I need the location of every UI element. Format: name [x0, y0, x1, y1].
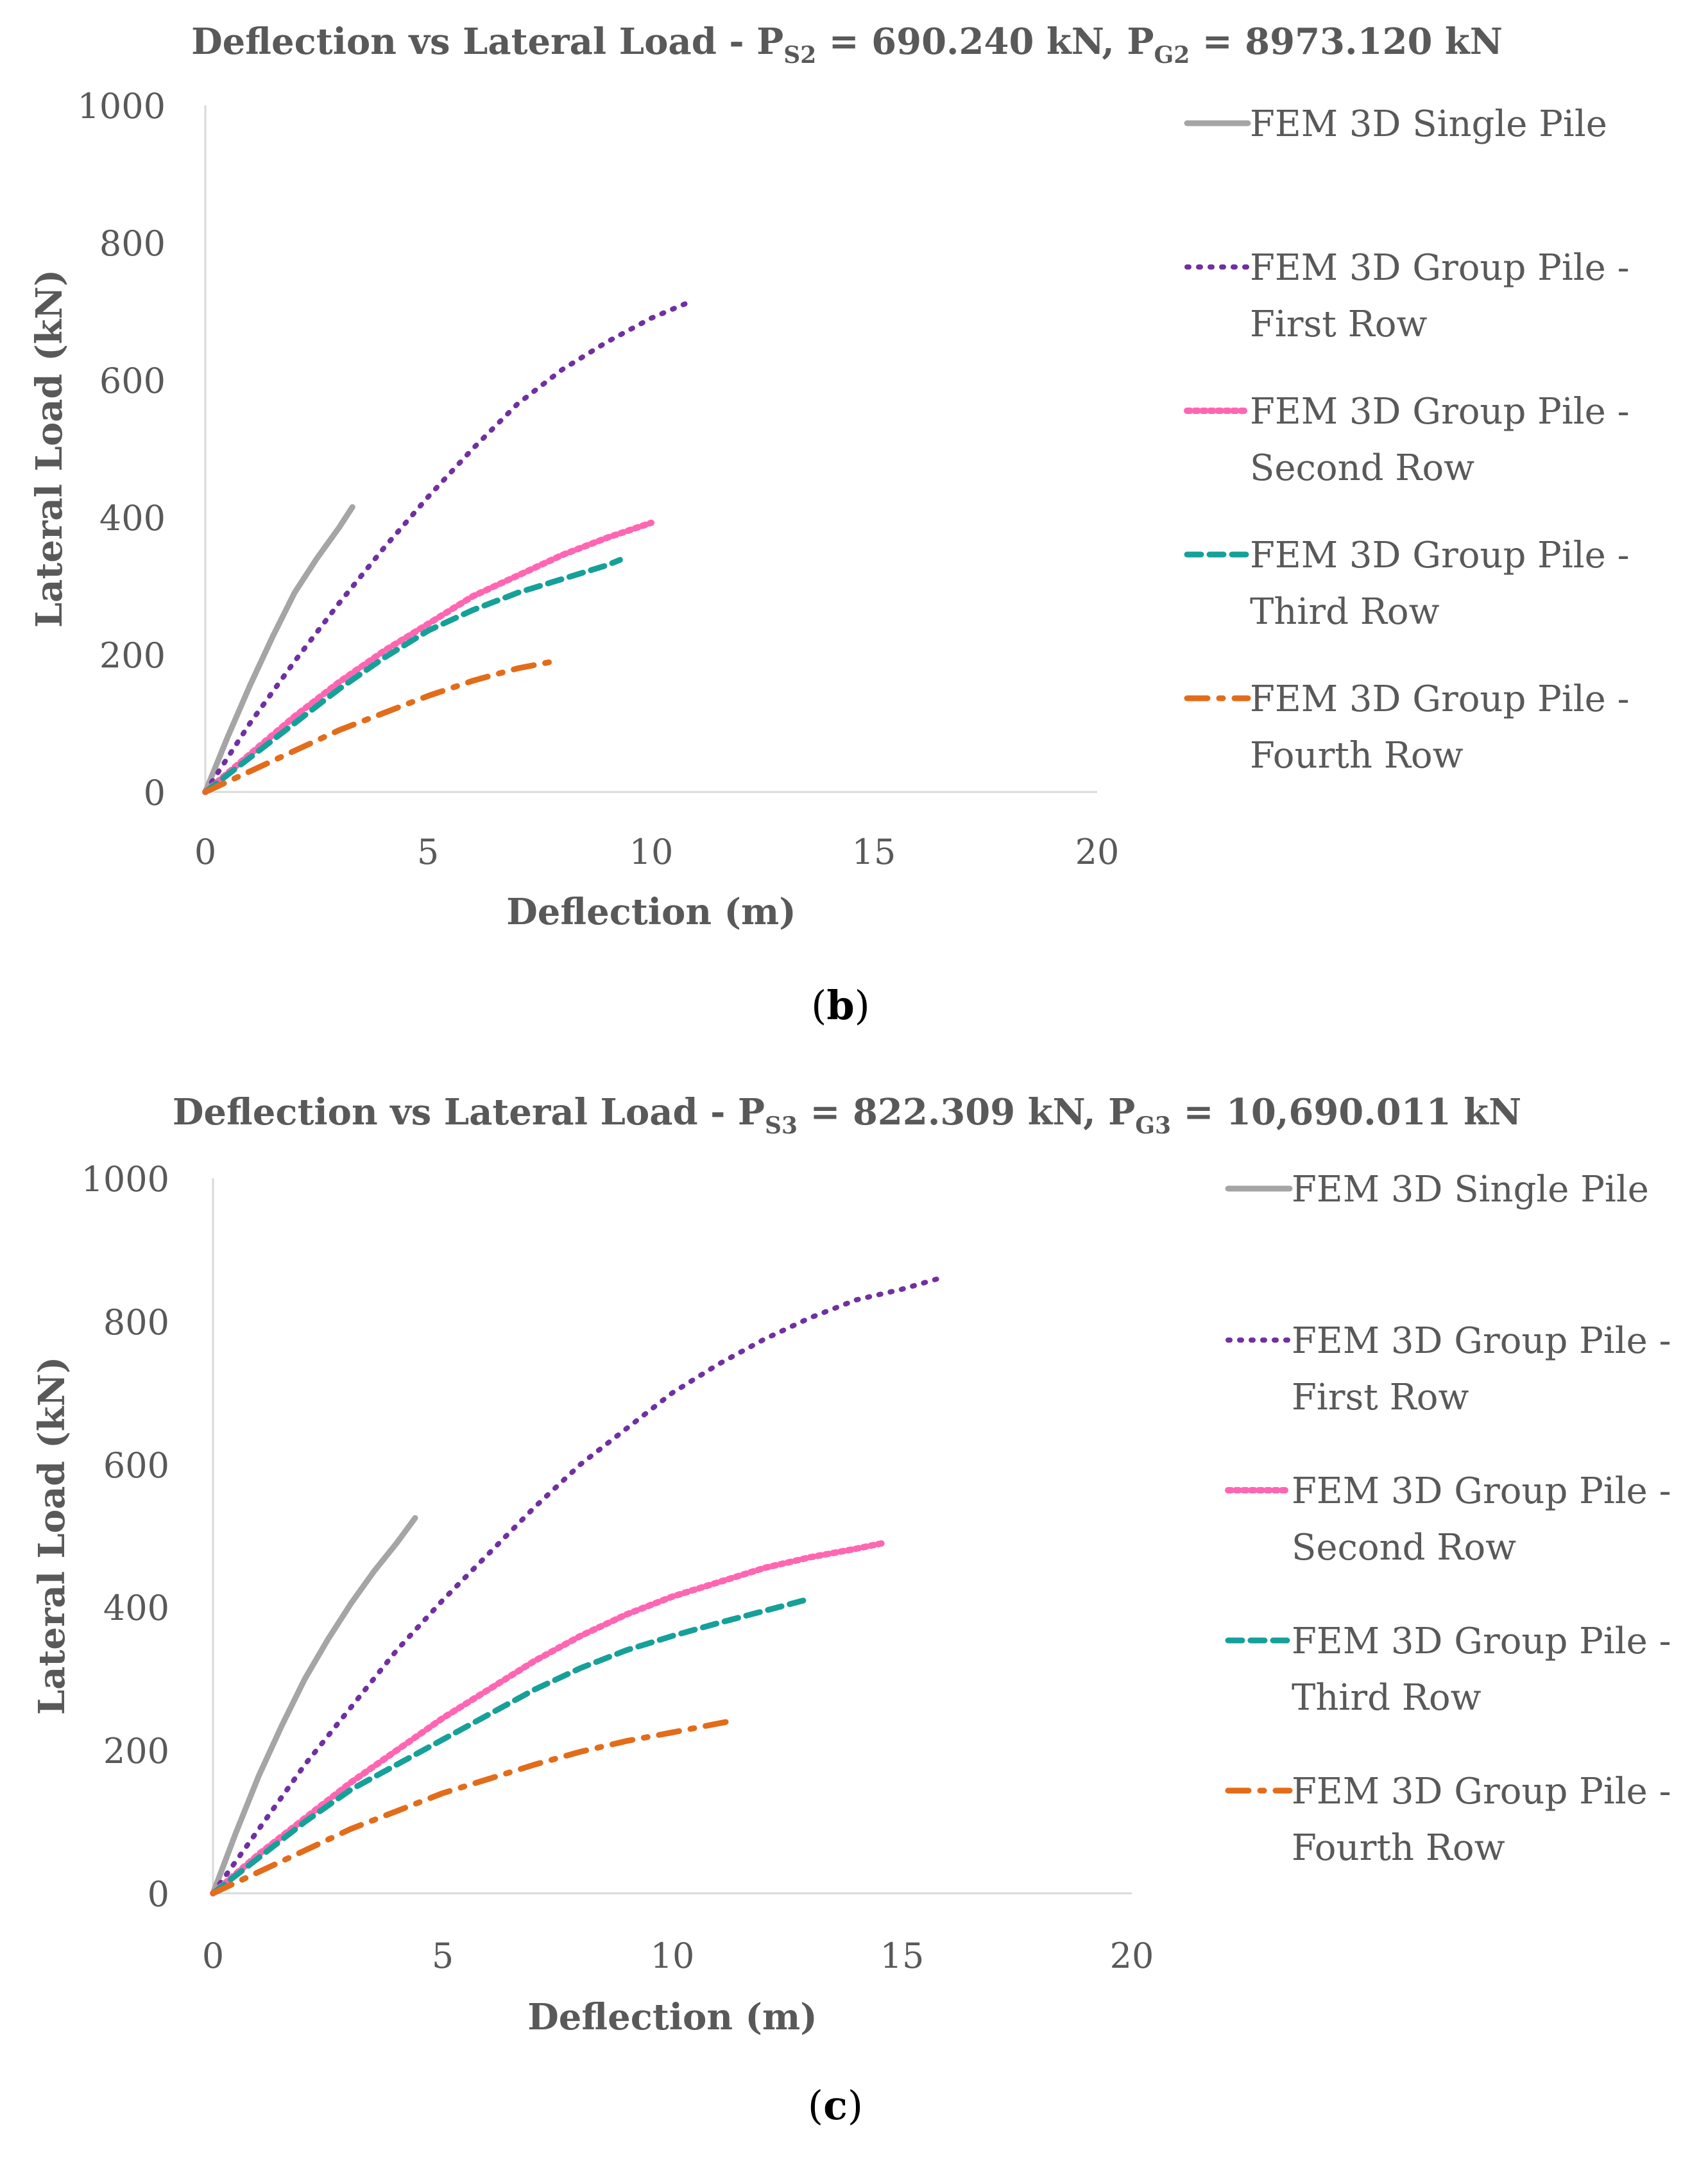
- chart-b-xtick: 5: [417, 832, 439, 872]
- legend-label-third-row: FEM 3D Group Pile -: [1250, 535, 1630, 576]
- series-line-third-row: [210, 1596, 814, 1897]
- legend-label-second-row: FEM 3D Group Pile -: [1250, 391, 1630, 433]
- legend-label-second-row: Second Row: [1292, 1527, 1516, 1569]
- chart-b-xtick: 20: [1075, 832, 1120, 872]
- legend-label-second-row: FEM 3D Group Pile -: [1292, 1470, 1671, 1512]
- chart-c-y-axis-label: Lateral Load (kN): [31, 1357, 73, 1715]
- series-line-single-pile: [202, 504, 355, 795]
- chart-b-ytick: 600: [99, 361, 166, 401]
- chart-c-ytick: 0: [148, 1874, 169, 1914]
- chart-c-ytick: 200: [103, 1731, 169, 1771]
- chart-b-ytick: 200: [99, 635, 166, 676]
- chart-c-xtick: 5: [432, 1936, 454, 1976]
- series-line-second-row: [202, 519, 654, 795]
- chart-c-ytick: 600: [103, 1445, 169, 1486]
- chart-b-y-axis-label: Lateral Load (kN): [28, 270, 71, 628]
- legend-label-single-pile: FEM 3D Single Pile: [1250, 103, 1607, 145]
- chart-c-xtick: 0: [202, 1936, 224, 1976]
- chart-c-xtick: 15: [880, 1936, 925, 1976]
- chart-b-xtick: 0: [194, 832, 216, 872]
- series-line-fourth-row: [202, 658, 556, 795]
- series-line-first-row: [210, 1276, 942, 1896]
- chart-c-xtick: 10: [651, 1936, 695, 1976]
- legend-label-third-row: Third Row: [1250, 591, 1440, 633]
- chart-c-xtick: 20: [1110, 1936, 1154, 1976]
- chart-b-legend: FEM 3D Single Pile FEM 3D Group Pile - F…: [1184, 103, 1630, 777]
- legend-label-first-row: First Row: [1292, 1377, 1469, 1418]
- legend-label-fourth-row: FEM 3D Group Pile -: [1292, 1771, 1671, 1812]
- legend-label-first-row: FEM 3D Group Pile -: [1250, 247, 1630, 289]
- legend-label-third-row: Third Row: [1292, 1677, 1482, 1719]
- legend-label-first-row: First Row: [1250, 304, 1427, 345]
- legend-label-fourth-row: FEM 3D Group Pile -: [1250, 678, 1630, 720]
- chart-b-ytick: 1000: [78, 86, 166, 126]
- chart-c-ytick: 800: [103, 1302, 169, 1343]
- chart-b-series-group: [202, 300, 690, 795]
- legend-label-single-pile: FEM 3D Single Pile: [1292, 1169, 1649, 1210]
- legend-label-second-row: Second Row: [1250, 447, 1474, 489]
- series-line-single-pile: [210, 1515, 418, 1897]
- chart-c-ytick: 400: [103, 1588, 169, 1628]
- chart-b-ytick: 400: [99, 498, 166, 538]
- series-line-second-row: [210, 1540, 887, 1897]
- chart-b-panel-label: (b): [811, 982, 870, 1029]
- chart-b: Deflection vs Lateral Load - PS2 = 690.2…: [28, 21, 1630, 1029]
- chart-c-legend: FEM 3D Single Pile FEM 3D Group Pile - F…: [1225, 1169, 1671, 1869]
- chart-b-title: Deflection vs Lateral Load - PS2 = 690.2…: [191, 21, 1503, 69]
- chart-b-x-axis-label: Deflection (m): [506, 891, 796, 933]
- chart-b-ytick: 0: [144, 773, 166, 813]
- chart-c-title: Deflection vs Lateral Load - PS3 = 822.3…: [173, 1091, 1521, 1139]
- legend-label-third-row: FEM 3D Group Pile -: [1292, 1621, 1671, 1662]
- chart-c-panel-label: (c): [808, 2082, 863, 2129]
- chart-b-xtick: 10: [629, 832, 674, 872]
- series-line-fourth-row: [210, 1719, 731, 1897]
- chart-c-ytick: 1000: [81, 1159, 169, 1200]
- chart-b-ytick: 800: [99, 223, 166, 264]
- chart-c-x-axis-label: Deflection (m): [527, 1996, 817, 2038]
- legend-label-first-row: FEM 3D Group Pile -: [1292, 1320, 1671, 1362]
- chart-c: Deflection vs Lateral Load - PS3 = 822.3…: [31, 1091, 1671, 2129]
- series-line-first-row: [203, 300, 690, 795]
- chart-c-series-group: [210, 1276, 942, 1897]
- legend-label-fourth-row: Fourth Row: [1250, 735, 1464, 777]
- chart-b-xtick: 15: [852, 832, 896, 872]
- legend-label-fourth-row: Fourth Row: [1292, 1827, 1505, 1869]
- series-line-third-row: [202, 556, 623, 795]
